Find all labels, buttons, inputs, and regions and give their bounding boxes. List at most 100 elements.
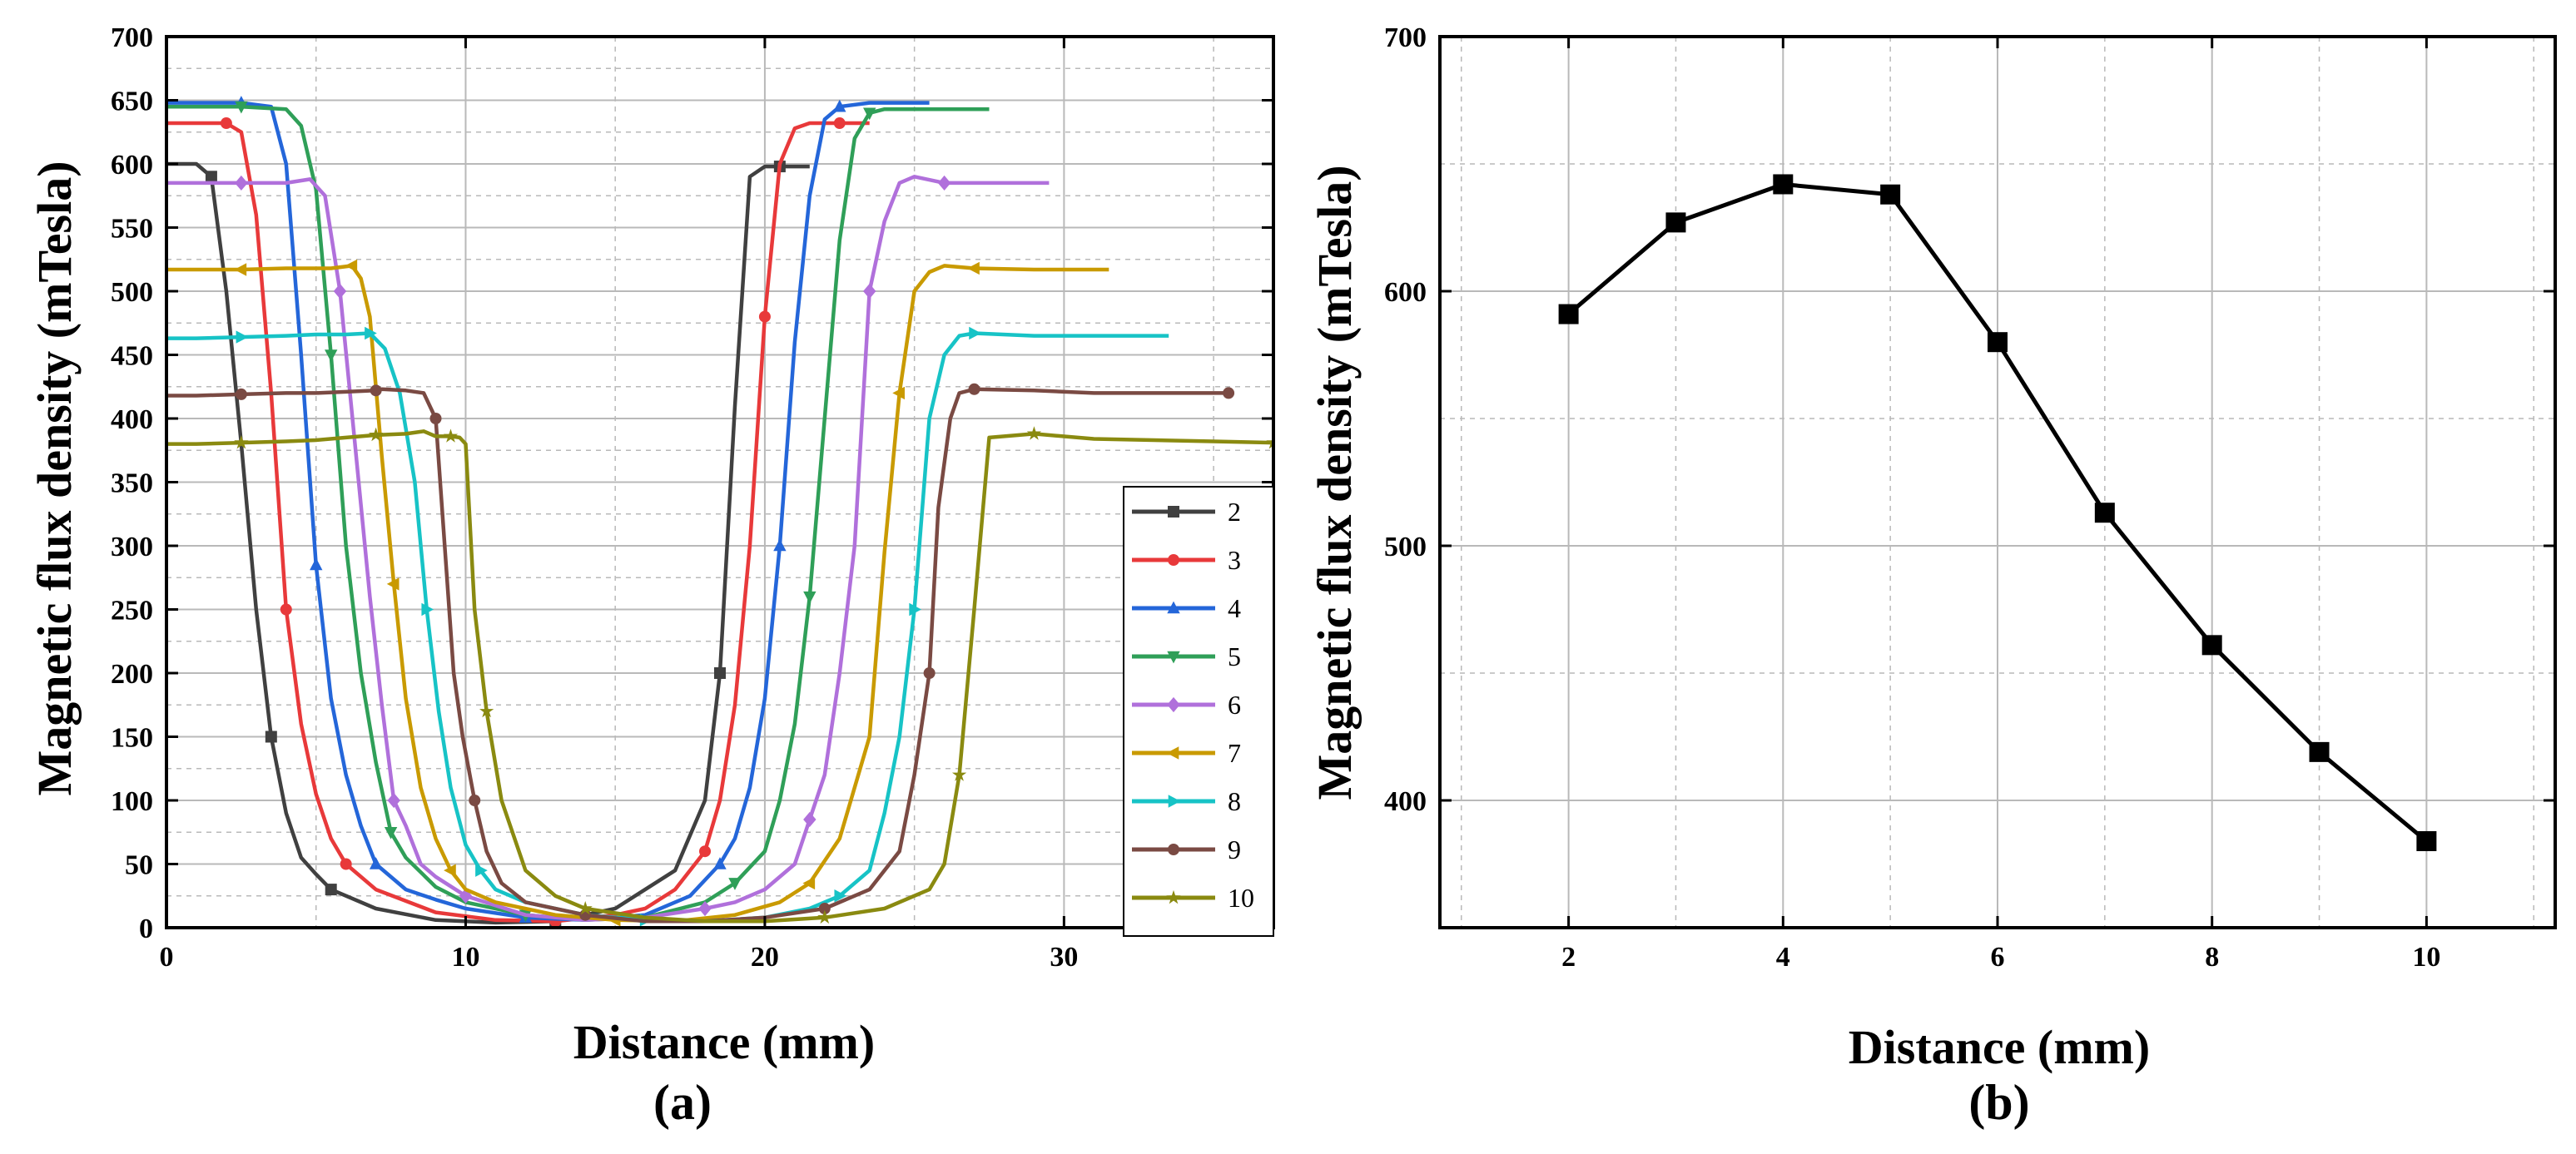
legend-label: 5 <box>1228 641 1241 671</box>
panel-b-x-tick-label: 6 <box>1991 942 2005 973</box>
panel-a-data-point <box>443 428 459 443</box>
panel-b-data-point <box>1773 174 1794 195</box>
panel-a-data-point <box>236 330 249 344</box>
panel-a-data-point <box>863 107 876 121</box>
panel-a-y-tick-label: 300 <box>111 532 153 562</box>
panel-a-data-point <box>370 384 382 397</box>
legend-swatch-marker <box>1166 746 1179 760</box>
panel-a-data-point <box>365 326 377 340</box>
legend-entry-4: 4 <box>1132 593 1241 623</box>
panel-b-data-point <box>2094 503 2115 523</box>
panel-b-line-chart: Magnetic flux density (mTesla) Distance … <box>1308 22 2557 1130</box>
panel-b-data-point <box>1988 332 2008 353</box>
panel-a-data-point <box>1026 426 1042 440</box>
panel-a-data-point <box>368 427 384 442</box>
legend-swatch-marker <box>1167 651 1180 664</box>
panel-a-data-point <box>803 811 816 828</box>
panel-a-y-tick-label: 600 <box>111 150 153 181</box>
panel-a-data-point <box>421 602 434 617</box>
panel-a-legend: 2 3 4 5 6 7 8 9 10 <box>1123 486 1274 937</box>
panel-a-y-tick-label: 150 <box>111 723 153 754</box>
panel-b-y-tick-label: 700 <box>1384 22 1427 53</box>
panel-a-data-point <box>220 117 232 130</box>
panel-b-y-axis-label: Magnetic flux density (mTesla) <box>1308 165 1362 800</box>
panel-a-x-tick-label: 20 <box>751 942 779 973</box>
panel-b-data-point <box>1558 304 1579 324</box>
panel-a-data-point <box>265 731 277 743</box>
panel-a-data-point <box>386 577 400 591</box>
panel-a-data-point <box>817 909 832 924</box>
legend-entry-7: 7 <box>1132 738 1241 768</box>
panel-b-grid <box>1440 37 2555 928</box>
legend-label: 2 <box>1228 497 1241 527</box>
panel-a-y-tick-label: 650 <box>111 87 153 117</box>
panel-a-series-line-7 <box>166 264 1109 924</box>
legend-label: 9 <box>1228 835 1241 864</box>
panel-a-series-line-9 <box>166 387 1229 924</box>
panel-a-y-tick-label: 450 <box>111 341 153 372</box>
legend-entry-8: 8 <box>1132 786 1241 816</box>
panel-b-x-tick-label: 10 <box>2412 942 2440 973</box>
panel-a-data-point <box>714 667 726 679</box>
legend-entry-2: 2 <box>1132 497 1241 527</box>
panel-a-y-tick-label: 100 <box>111 786 153 817</box>
panel-a-data-point <box>802 876 816 890</box>
panel-a-data-point <box>713 857 727 869</box>
panel-b-y-tick-label: 400 <box>1384 786 1427 817</box>
panel-a-data-point <box>325 349 338 362</box>
legend-label: 8 <box>1228 786 1241 816</box>
panel-a-data-point <box>369 857 383 869</box>
panel-a-data-point <box>818 903 831 915</box>
panel-a-data-point <box>699 845 712 858</box>
panel-a-data-point <box>833 117 846 130</box>
panel-a-series-line-8 <box>166 331 1169 924</box>
panel-a-data-point <box>333 283 347 300</box>
panel-a-y-tick-label: 500 <box>111 277 153 308</box>
panel-a-y-tick-label: 50 <box>125 850 153 881</box>
panel-a-data-point <box>578 900 593 915</box>
panel-a-data-point <box>833 99 846 112</box>
panel-a-x-tick-label: 30 <box>1050 942 1078 973</box>
panel-a-data-point <box>205 171 217 183</box>
legend-swatch-marker <box>1168 795 1181 808</box>
panel-a-data-point <box>758 310 771 323</box>
panel-a-data-point <box>863 283 876 300</box>
legend-swatch-marker <box>1168 554 1179 566</box>
panel-a-data-point <box>728 878 742 890</box>
panel-b-data-point <box>1880 184 1901 205</box>
legend-entry-6: 6 <box>1132 690 1241 720</box>
panel-a-data-point <box>469 795 481 806</box>
panel-a-data-point <box>698 900 712 917</box>
panel-a-y-tick-label: 400 <box>111 404 153 435</box>
panel-b-data-point <box>2201 635 2222 656</box>
panel-a-data-point <box>1266 434 1273 449</box>
panel-a-series-7 <box>166 259 1109 927</box>
panel-a-data-point <box>234 263 247 276</box>
panel-a-data-point <box>345 259 358 273</box>
panel-a-y-tick-label: 550 <box>111 214 153 245</box>
panel-b-data-point <box>2309 741 2330 762</box>
panel-a-data-point <box>1223 387 1235 399</box>
panel-a-series-line-10 <box>166 429 1273 924</box>
panel-a-data-point <box>235 388 247 400</box>
legend-swatch-marker <box>1166 889 1181 904</box>
panel-a-y-tick-label: 200 <box>111 659 153 690</box>
panel-a-data-point <box>340 858 352 870</box>
panel-a-data-point <box>969 326 981 340</box>
panel-b-y-tick-label: 500 <box>1384 532 1427 562</box>
panel-b-data-point <box>2416 830 2437 851</box>
panel-b-series-B <box>1558 174 2437 851</box>
legend-label: 4 <box>1228 593 1241 623</box>
legend-entry-5: 5 <box>1132 641 1241 671</box>
panel-a-data-point <box>235 101 248 114</box>
panel-a-y-tick-label: 0 <box>139 914 153 944</box>
panel-a-data-point <box>475 864 488 877</box>
panel-a-data-point <box>937 175 951 191</box>
panel-b-y-tick-label: 600 <box>1384 277 1427 308</box>
panel-a-data-point <box>459 888 473 904</box>
legend-swatch-marker <box>1168 844 1179 855</box>
panel-a-data-point <box>280 603 292 616</box>
panel-a-ticks: 0 10 20 30050100150200250300350400450500550… <box>111 22 1273 973</box>
panel-b-series-group <box>1558 174 2437 851</box>
panel-a-data-point <box>951 767 967 781</box>
